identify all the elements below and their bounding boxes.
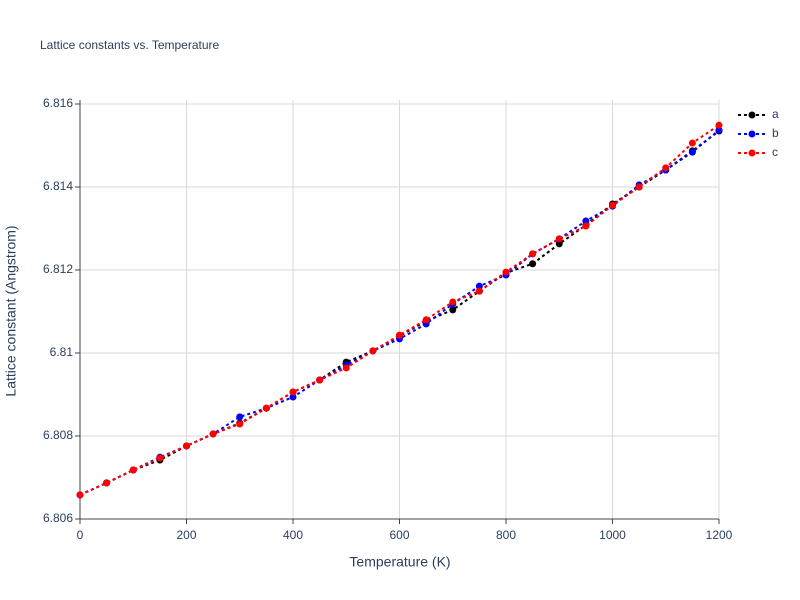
data-point xyxy=(129,466,137,474)
data-point xyxy=(715,121,723,129)
data-point xyxy=(209,430,217,438)
data-point xyxy=(688,148,696,156)
y-tick-label: 6.808 xyxy=(43,428,73,442)
data-point xyxy=(183,442,190,450)
legend-label: b xyxy=(772,126,779,140)
data-point xyxy=(635,183,643,191)
x-tick-label: 0 xyxy=(77,528,84,542)
data-point xyxy=(103,479,111,487)
x-tick-label: 800 xyxy=(496,528,516,542)
data-point xyxy=(289,388,297,396)
x-tick-label: 1000 xyxy=(599,528,626,542)
data-point xyxy=(582,217,590,225)
data-point xyxy=(475,282,483,290)
data-point xyxy=(369,347,377,355)
y-tick-label: 6.81 xyxy=(50,345,74,359)
data-point xyxy=(475,287,483,295)
x-tick-label: 400 xyxy=(283,528,303,542)
y-tick-label: 6.812 xyxy=(43,262,73,276)
legend-label: c xyxy=(772,145,778,159)
data-point xyxy=(156,454,164,462)
data-point xyxy=(449,298,457,306)
legend-marker xyxy=(748,130,756,138)
data-point xyxy=(342,364,350,372)
data-point xyxy=(449,306,457,314)
data-point xyxy=(555,235,563,243)
y-tick-label: 6.806 xyxy=(43,511,73,525)
data-point xyxy=(76,491,84,499)
data-point xyxy=(688,139,696,147)
y-tick-label: 6.814 xyxy=(43,179,73,193)
data-point xyxy=(396,331,403,339)
data-point xyxy=(422,316,430,324)
data-point xyxy=(529,250,537,258)
data-point xyxy=(502,268,510,276)
chart-title: Lattice constants vs. Temperature xyxy=(40,38,220,52)
data-point xyxy=(555,240,563,248)
y-axis-title: Lattice constant (Angstrom) xyxy=(3,225,19,396)
legend-label: a xyxy=(772,107,779,121)
x-tick-label: 1200 xyxy=(706,528,733,542)
y-tick-label: 6.816 xyxy=(43,96,73,110)
data-point xyxy=(582,222,590,230)
data-point xyxy=(316,376,324,384)
data-point xyxy=(529,260,537,268)
legend-marker xyxy=(748,149,756,157)
x-axis-title: Temperature (K) xyxy=(349,554,450,570)
data-point xyxy=(609,201,616,209)
data-point xyxy=(289,393,297,401)
data-point xyxy=(262,404,270,412)
data-point xyxy=(662,164,670,172)
data-point xyxy=(236,413,244,421)
data-point xyxy=(236,420,244,428)
x-tick-label: 200 xyxy=(176,528,196,542)
data-point xyxy=(715,126,723,134)
x-tick-label: 600 xyxy=(389,528,409,542)
legend-marker xyxy=(748,111,756,119)
